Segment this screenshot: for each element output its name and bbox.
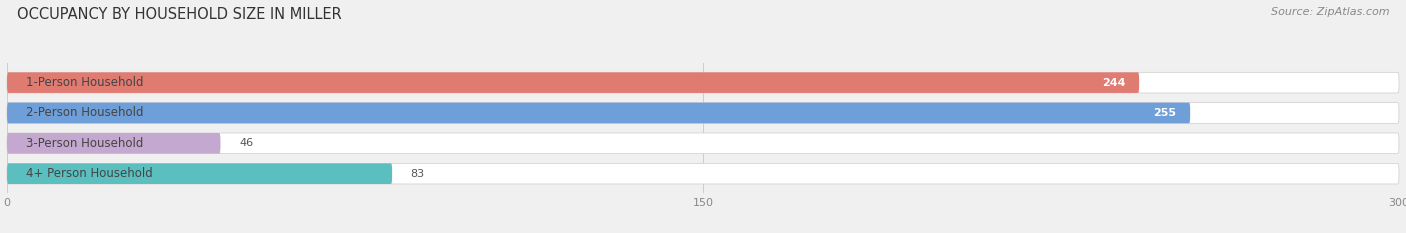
FancyBboxPatch shape (7, 133, 221, 154)
FancyBboxPatch shape (7, 72, 1399, 93)
Text: 3-Person Household: 3-Person Household (25, 137, 143, 150)
Text: 244: 244 (1102, 78, 1125, 88)
FancyBboxPatch shape (7, 163, 392, 184)
FancyBboxPatch shape (7, 103, 1191, 123)
Text: 46: 46 (239, 138, 253, 148)
Text: 83: 83 (411, 169, 425, 179)
FancyBboxPatch shape (7, 163, 1399, 184)
FancyBboxPatch shape (7, 133, 1399, 154)
FancyBboxPatch shape (7, 103, 1399, 123)
Text: Source: ZipAtlas.com: Source: ZipAtlas.com (1271, 7, 1389, 17)
Text: 255: 255 (1153, 108, 1177, 118)
Text: 4+ Person Household: 4+ Person Household (25, 167, 152, 180)
Text: OCCUPANCY BY HOUSEHOLD SIZE IN MILLER: OCCUPANCY BY HOUSEHOLD SIZE IN MILLER (17, 7, 342, 22)
FancyBboxPatch shape (7, 72, 1139, 93)
Text: 1-Person Household: 1-Person Household (25, 76, 143, 89)
Text: 2-Person Household: 2-Person Household (25, 106, 143, 120)
